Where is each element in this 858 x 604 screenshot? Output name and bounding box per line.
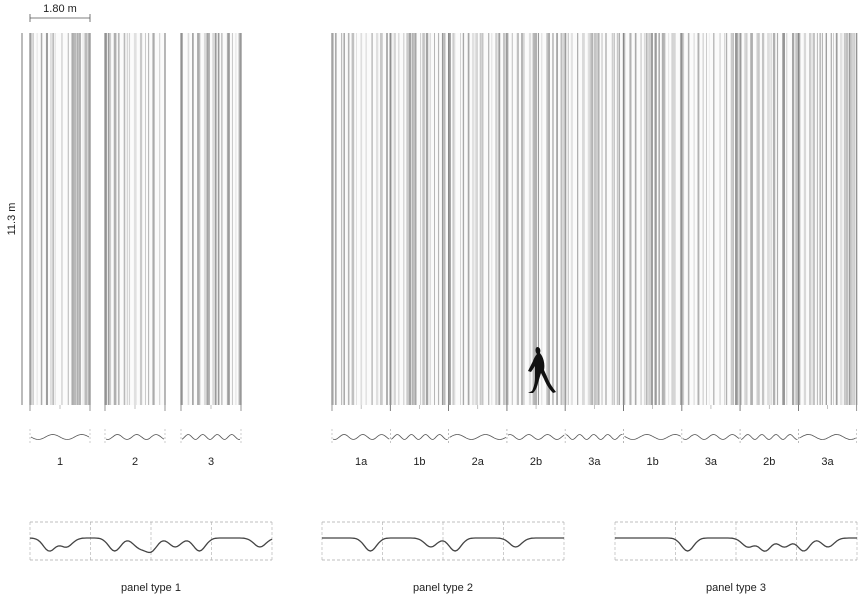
panel-background [30, 33, 90, 405]
type-profile [29, 537, 273, 554]
panel-label: 2 [132, 456, 138, 468]
type-profile [615, 537, 857, 552]
panel-label: 3a [588, 456, 601, 468]
panel-type-label: panel type 1 [121, 582, 181, 594]
height-label: 11.3 m [6, 203, 18, 236]
plan-section [181, 434, 241, 440]
plan-section [30, 434, 90, 440]
panel-label: 3a [821, 456, 834, 468]
plan-section [682, 434, 740, 440]
panel-label: 2b [763, 456, 775, 468]
person-silhouette [528, 347, 556, 393]
panel-background [681, 33, 741, 405]
plan-section [740, 434, 798, 440]
plan-section [332, 434, 390, 440]
plan-section [624, 434, 681, 440]
type-profile [322, 537, 564, 552]
panel-label: 2a [472, 456, 485, 468]
panel-label: 1b [647, 456, 659, 468]
width-label: 1.80 m [43, 3, 77, 15]
plan-section [799, 434, 856, 440]
panel-label: 3a [705, 456, 718, 468]
panels: 1 2 3 1a 1b 2a 2b 3a 1b 3a 2b 3a panel type 1 panel t… [29, 33, 858, 594]
panel-label: 1 [57, 456, 63, 468]
panel-label: 1a [355, 456, 368, 468]
panel-label: 1b [413, 456, 425, 468]
panel-type-label: panel type 3 [706, 582, 766, 594]
plan-section [507, 434, 565, 440]
plan-section [391, 434, 448, 440]
plan-section [565, 434, 623, 440]
panel-label: 2b [530, 456, 542, 468]
plan-section [449, 434, 507, 440]
panel-label: 3 [208, 456, 214, 468]
plan-section [105, 434, 165, 440]
panel-type-label: panel type 2 [413, 582, 473, 594]
panel-background [181, 33, 241, 405]
